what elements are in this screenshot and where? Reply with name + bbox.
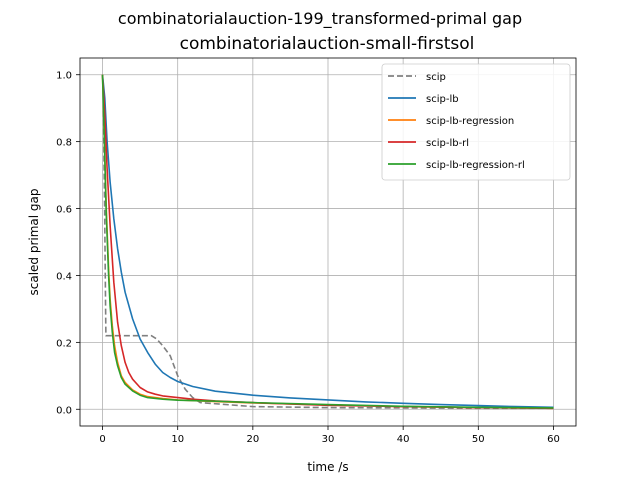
y-tick-label: 0.6 xyxy=(56,205,72,216)
y-tick-label: 0.4 xyxy=(56,271,72,282)
x-tick-label: 40 xyxy=(397,434,410,445)
y-axis-label: scaled primal gap xyxy=(27,188,41,295)
x-tick-label: 0 xyxy=(99,434,105,445)
x-tick-label: 60 xyxy=(547,434,560,445)
series-line-scip-lb-regression-rl xyxy=(101,74,554,409)
x-axis-label: time /s xyxy=(307,460,348,474)
x-tick-label: 10 xyxy=(171,434,184,445)
y-tick-label: 0.0 xyxy=(56,405,72,416)
y-tick-label: 0.8 xyxy=(56,138,72,149)
series-line-scip xyxy=(101,74,554,410)
x-tick-label: 50 xyxy=(472,434,485,445)
legend-label-scip-lb-regression-rl: scip-lb-regression-rl xyxy=(426,160,525,171)
y-tick-label: 0.2 xyxy=(56,338,72,349)
legend-label-scip-lb: scip-lb xyxy=(426,94,459,105)
legend-frame xyxy=(381,63,571,181)
chart-title: combinatorialauction-small-firstsol xyxy=(180,34,475,54)
series-line-scip-lb xyxy=(101,74,554,409)
legend-label-scip: scip xyxy=(426,72,446,83)
x-tick-label: 20 xyxy=(246,434,259,445)
series-lines xyxy=(101,74,554,410)
legend-label-scip-lb-regression: scip-lb-regression xyxy=(426,116,514,127)
ticks: 0 10 20 30 40 50 60 0.0 0.2 0.4 0.6 0.8 1.0 xyxy=(56,71,560,445)
y-tick-label: 1.0 xyxy=(56,71,72,82)
x-tick-label: 30 xyxy=(322,434,335,445)
legend-label-scip-lb-rl: scip-lb-rl xyxy=(426,138,469,149)
chart-suptitle: combinatorialauction-199_transformed-pri… xyxy=(118,9,522,29)
legend: scip scip-lb scip-lb-regression scip-lb-rl s… xyxy=(381,63,571,181)
